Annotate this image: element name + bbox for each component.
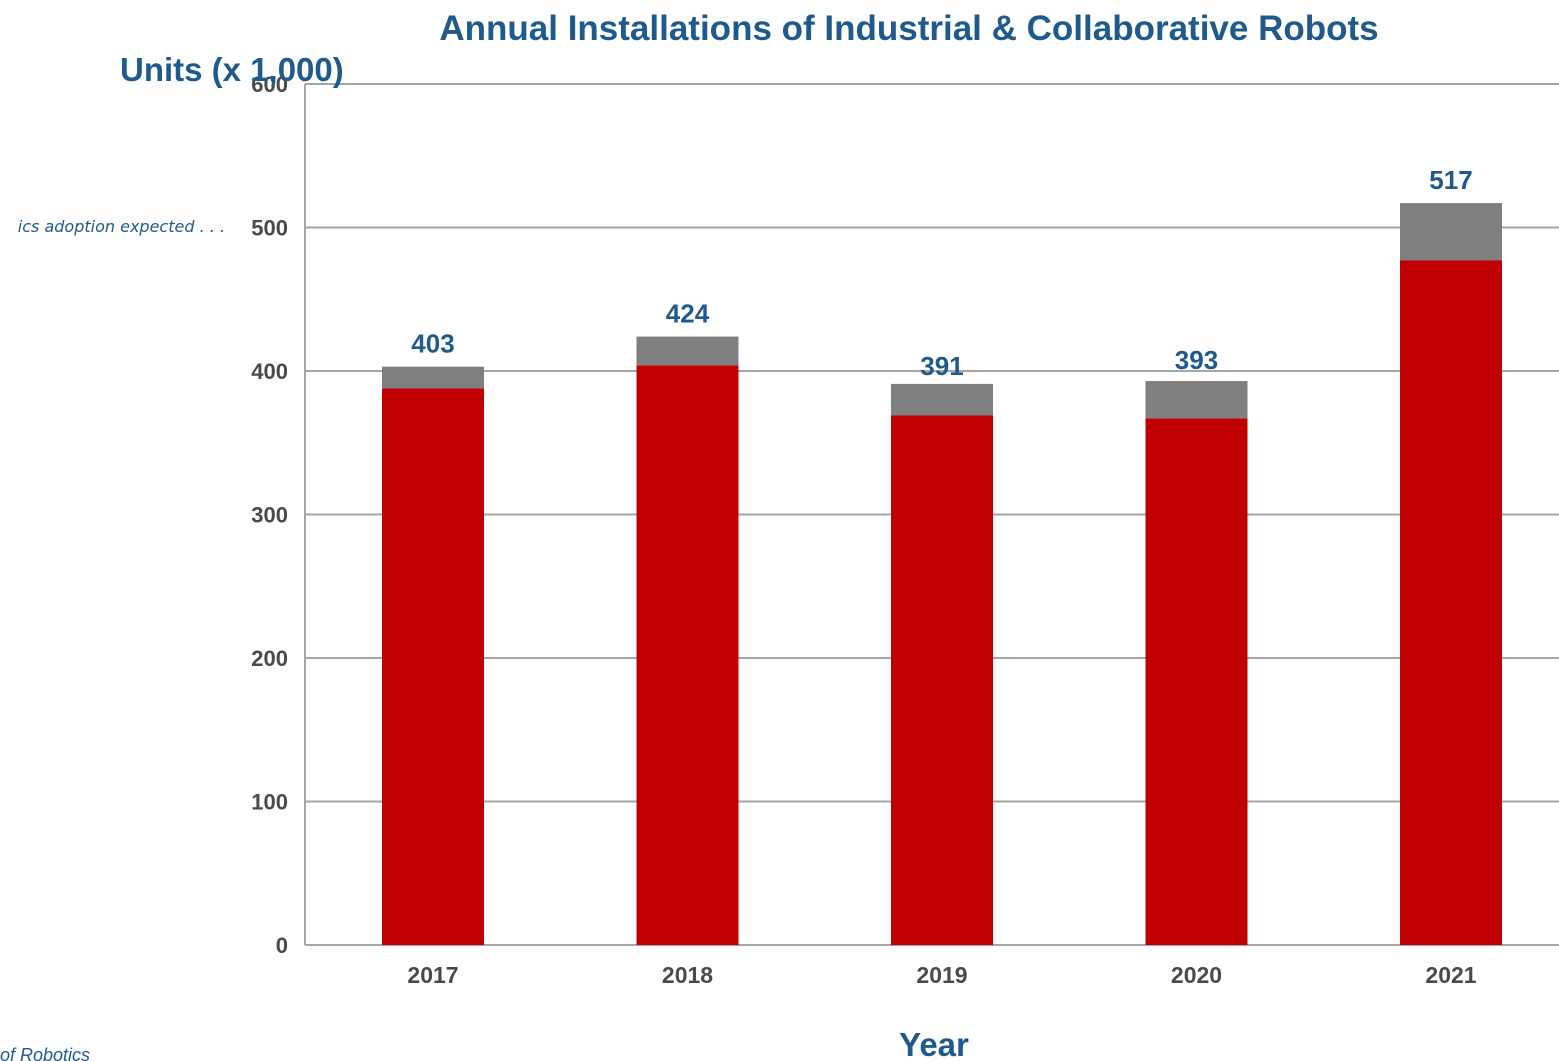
bar-2017-segment-2 — [382, 366, 484, 389]
bar-2021-segment-1 — [1400, 260, 1502, 945]
y-tick-label-0: 0 — [276, 933, 288, 958]
x-axis-label: Year — [899, 1026, 969, 1061]
chart-title: Annual Installations of Industrial & Col… — [439, 9, 1378, 48]
y-tick-label-200: 200 — [251, 646, 288, 671]
data-label-2021: 517 — [1429, 165, 1472, 195]
bar-2020-segment-1 — [1145, 418, 1248, 946]
y-tick-label-400: 400 — [251, 359, 288, 384]
x-tick-label-2020: 2020 — [1171, 962, 1222, 988]
data-label-2017: 403 — [411, 329, 454, 359]
x-tick-label-2019: 2019 — [916, 962, 967, 988]
bar-2019-segment-2 — [891, 383, 993, 416]
y-tick-label-600: 600 — [251, 72, 288, 97]
data-labels: 403 424 391 393 517 — [411, 165, 1472, 381]
bar-2019-segment-1 — [891, 415, 993, 945]
x-tick-label-2018: 2018 — [662, 962, 713, 988]
annotation-text: ics adoption expected . . . — [18, 217, 225, 236]
bar-2017-segment-1 — [382, 388, 484, 946]
bars — [382, 203, 1502, 946]
y-tick-label-300: 300 — [251, 503, 288, 528]
bar-2020-segment-2 — [1145, 381, 1248, 419]
data-label-2018: 424 — [666, 299, 710, 329]
y-axis-ticks: 0 100 200 300 400 500 600 — [251, 72, 288, 958]
x-tick-label-2017: 2017 — [407, 962, 458, 988]
x-axis-ticks: 2017 2018 2019 2020 2021 — [407, 962, 1476, 988]
data-label-2019: 391 — [920, 351, 963, 381]
bar-2018-segment-1 — [636, 365, 739, 945]
x-tick-label-2021: 2021 — [1425, 962, 1476, 988]
source-text: of Robotics — [0, 1045, 90, 1061]
y-tick-label-500: 500 — [251, 216, 288, 241]
data-label-2020: 393 — [1175, 345, 1218, 375]
bar-2021-segment-2 — [1400, 203, 1502, 261]
bar-2018-segment-2 — [636, 336, 739, 366]
y-tick-label-100: 100 — [251, 790, 288, 815]
y-axis-label: Units (x 1,000) — [120, 51, 344, 88]
